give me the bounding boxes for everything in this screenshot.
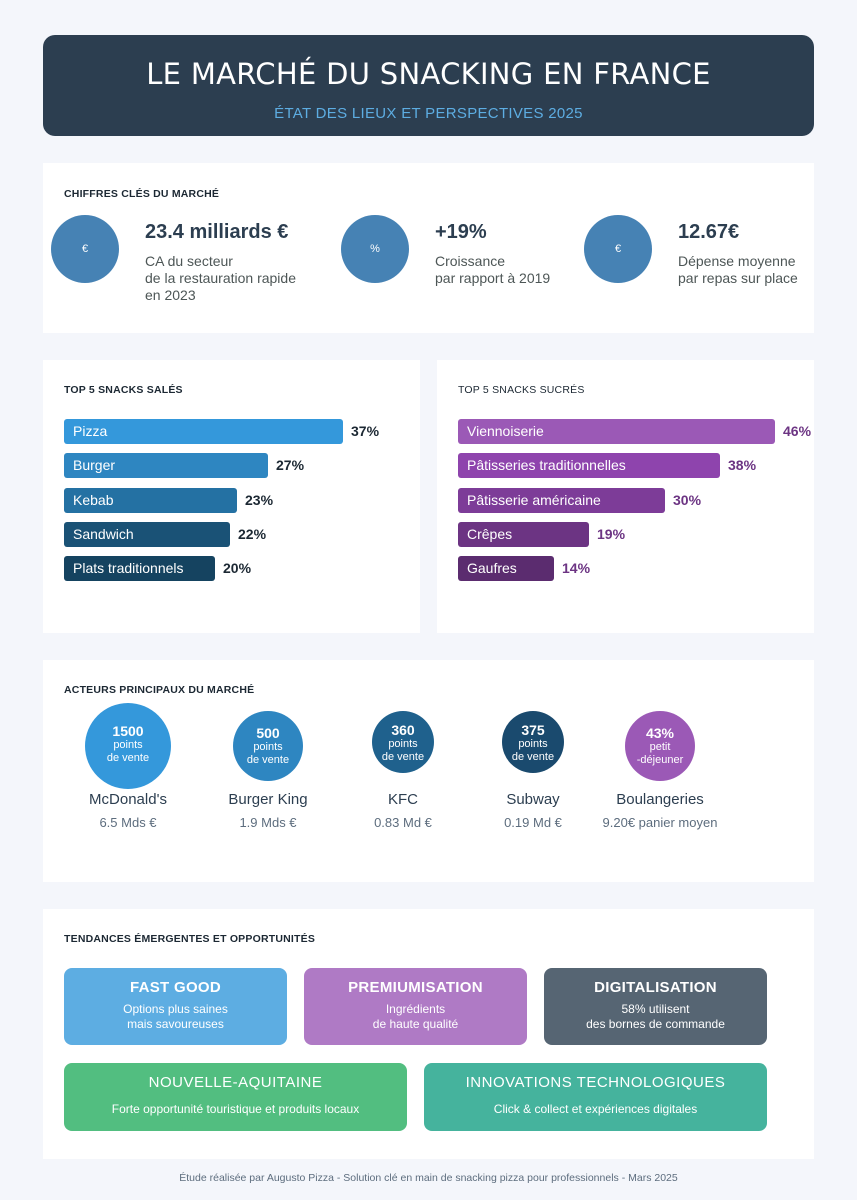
trends-card: TENDANCES ÉMERGENTES ET OPPORTUNITÉS FAS… — [43, 909, 814, 1159]
bar-percentage: 23% — [245, 491, 274, 508]
trend-fast-good: FAST GOOD Options plus saines mais savour… — [64, 968, 287, 1045]
actor-stat: 0.83 Md € — [374, 815, 432, 830]
bar-percentage: 27% — [276, 457, 305, 474]
bar: Burger — [64, 453, 268, 479]
actor-bubble: 360 points de vente — [372, 711, 434, 773]
actor-name: Burger King — [228, 791, 308, 808]
actor-name: KFC — [388, 791, 418, 808]
key-figure-value: 12.67€ — [678, 221, 740, 243]
actors-title: ACTEURS PRINCIPAUX DU MARCHÉ — [64, 684, 255, 696]
bar: Kebab — [64, 487, 237, 513]
bar: Sandwich — [64, 521, 230, 547]
actor-name: Subway — [506, 791, 560, 808]
actor-count: 360 — [391, 722, 415, 738]
euro-icon: € — [584, 215, 652, 283]
actor-item: 375 points de vente Subway 0.19 Md € — [468, 703, 598, 833]
bar: Viennoiserie — [458, 419, 775, 444]
actor-stat: 0.19 Md € — [504, 815, 562, 830]
trend-innovations: INNOVATIONS TECHNOLOGIQUES Click & colle… — [424, 1063, 767, 1131]
page-subtitle: ÉTAT DES LIEUX ET PERSPECTIVES 2025 — [274, 105, 583, 122]
trend-premiumisation: PREMIUMISATION Ingrédients de haute quali… — [304, 968, 527, 1045]
actor-unit: de vente — [381, 751, 425, 763]
trends-title: TENDANCES ÉMERGENTES ET OPPORTUNITÉS — [64, 933, 316, 945]
page-header: LE MARCHÉ DU SNACKING EN FRANCE ÉTAT DES… — [43, 35, 814, 136]
actor-count: 500 — [256, 725, 280, 741]
actor-unit: points — [113, 739, 143, 751]
actor-bubble: 1500 points de vente — [85, 703, 171, 789]
actor-item: 1500 points de vente McDonald's 6.5 Mds € — [63, 703, 193, 833]
percent-icon: % — [341, 215, 409, 283]
actor-unit: points — [518, 738, 548, 750]
actor-unit: -déjeuner — [636, 754, 684, 766]
key-figure-value: +19% — [435, 221, 487, 243]
actor-count: 375 — [521, 722, 545, 738]
bar-percentage: 46% — [783, 423, 812, 439]
actor-unit: de vente — [106, 752, 150, 764]
bar: Pâtisserie américaine — [458, 487, 665, 513]
trend-digitalisation: DIGITALISATION 58% utilisent des bornes d… — [544, 968, 767, 1045]
actor-stat: 1.9 Mds € — [239, 815, 297, 830]
salty-snacks-card: TOP 5 SNACKS SALÉS Pizza 37% Burger 27% Keba… — [43, 360, 420, 633]
bar-percentage: 38% — [728, 457, 757, 474]
bar: Pâtisseries traditionnelles — [458, 453, 720, 479]
key-figures-title: CHIFFRES CLÉS DU MARCHÉ — [64, 188, 220, 200]
sweet-snacks-title: TOP 5 SNACKS SUCRÉS — [458, 384, 585, 396]
actor-item: 500 points de vente Burger King 1.9 Mds € — [203, 703, 333, 833]
actor-bubble: 43% petit -déjeuner — [625, 711, 695, 781]
footer-note: Étude réalisée par Augusto Pizza - Solut… — [179, 1172, 678, 1184]
bar: Plats traditionnels — [64, 556, 215, 582]
actor-count: 1500 — [112, 723, 144, 739]
euro-icon: € — [51, 215, 119, 283]
actor-bubble: 375 points de vente — [502, 711, 564, 773]
trend-nouvelle-aquitaine: NOUVELLE-AQUITAINE Forte opportunité tou… — [64, 1063, 407, 1131]
actor-unit: points — [253, 741, 283, 753]
bar: Pizza — [64, 419, 343, 444]
actor-bubble: 500 points de vente — [233, 711, 303, 781]
bar-percentage: 19% — [597, 525, 626, 542]
actor-item: 360 points de vente KFC 0.83 Md € — [338, 703, 468, 833]
key-figure-value: 23.4 milliards € — [145, 221, 289, 243]
bar: Gaufres — [458, 556, 554, 582]
actor-unit: petit — [649, 741, 671, 753]
actor-item: 43% petit -déjeuner Boulangeries 9.20€ panie… — [595, 703, 725, 833]
key-figure-desc: CA du secteur de la restauration rapide … — [145, 253, 296, 303]
bar-percentage: 22% — [238, 525, 267, 542]
page-title: LE MARCHÉ DU SNACKING EN FRANCE — [146, 57, 711, 91]
bar-percentage: 20% — [223, 560, 252, 577]
actor-name: Boulangeries — [616, 791, 704, 808]
actor-unit: de vente — [511, 751, 555, 763]
actors-card: ACTEURS PRINCIPAUX DU MARCHÉ 1500 points d… — [43, 660, 814, 882]
key-figures-card: CHIFFRES CLÉS DU MARCHÉ € 23.4 milliards… — [43, 163, 814, 333]
bar: Crêpes — [458, 521, 589, 547]
key-figure-desc: Dépense moyenne par repas sur place — [678, 253, 798, 286]
bar-percentage: 14% — [562, 560, 591, 577]
actor-count: 43% — [645, 725, 675, 741]
actor-unit: de vente — [246, 754, 290, 766]
sweet-snacks-card: TOP 5 SNACKS SUCRÉS Viennoiserie 46% Pâtis… — [437, 360, 814, 633]
salty-snacks-title: TOP 5 SNACKS SALÉS — [64, 384, 183, 396]
bar-percentage: 30% — [673, 491, 702, 508]
actor-stat: 9.20€ panier moyen — [602, 815, 718, 830]
key-figure-desc: Croissance par rapport à 2019 — [435, 253, 551, 286]
bar-percentage: 37% — [351, 423, 380, 439]
actor-stat: 6.5 Mds € — [99, 815, 157, 830]
actor-name: McDonald's — [89, 791, 167, 808]
actor-unit: points — [388, 738, 418, 750]
